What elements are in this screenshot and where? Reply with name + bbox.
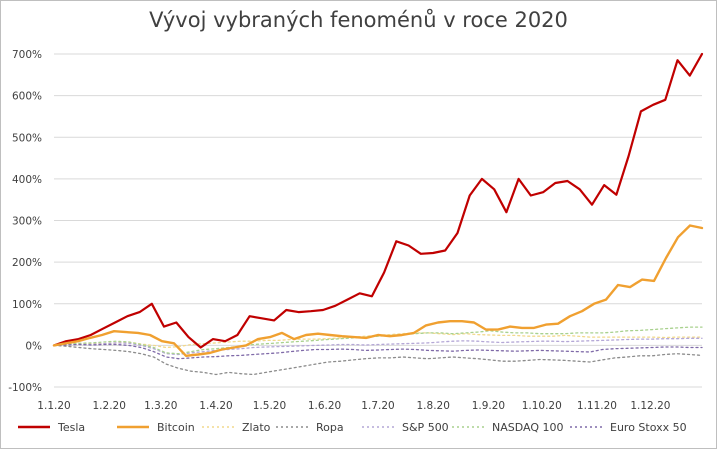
legend-label: Ropa xyxy=(316,421,344,434)
x-tick-label: 1.9.20 xyxy=(472,400,505,412)
y-tick-label: 500% xyxy=(12,132,42,144)
x-axis: 1.1.20 1.2.20 1.3.20 1.4.20 1.5.20 1.6.20 1.7.… xyxy=(37,400,670,412)
y-tick-label: 200% xyxy=(12,257,42,269)
y-tick-label: 100% xyxy=(12,299,42,311)
series-line-bitcoin xyxy=(52,224,704,357)
x-tick-label: 1.5.20 xyxy=(253,400,286,412)
legend: Tesla Bitcoin Zlato Ropa S&P 500 NASDAQ 100 Eu… xyxy=(18,421,687,434)
x-tick-label: 1.11.20 xyxy=(577,400,617,412)
legend-label: Tesla xyxy=(57,421,85,434)
y-axis: 700% 600% 500% 400% 300% 200% 100% 0% -100% xyxy=(8,49,42,394)
gridlines xyxy=(54,53,702,388)
legend-label: S&P 500 xyxy=(402,421,449,434)
series-lines xyxy=(52,52,704,376)
series-line-tesla xyxy=(52,52,704,349)
x-tick-label: 1.3.20 xyxy=(144,400,177,412)
x-tick-label: 1.8.20 xyxy=(417,400,450,412)
x-tick-label: 1.7.20 xyxy=(361,400,394,412)
chart-title: Vývoj vybraných fenoménů v roce 2020 xyxy=(149,8,568,32)
series-line-ropa xyxy=(53,344,703,376)
y-tick-label: -100% xyxy=(8,382,42,394)
y-tick-label: 300% xyxy=(12,216,42,228)
y-tick-label: 400% xyxy=(12,174,42,186)
legend-label: Zlato xyxy=(242,421,271,434)
legend-label: Bitcoin xyxy=(157,421,195,434)
legend-label: NASDAQ 100 xyxy=(492,421,564,434)
x-tick-label: 1.4.20 xyxy=(199,400,232,412)
y-tick-label: 600% xyxy=(12,91,42,103)
legend-label: Euro Stoxx 50 xyxy=(610,421,687,434)
y-tick-label: 0% xyxy=(25,340,42,352)
x-tick-label: 1.12.20 xyxy=(630,400,670,412)
x-tick-label: 1.1.20 xyxy=(37,400,70,412)
x-tick-label: 1.10.20 xyxy=(522,400,562,412)
series-line-s-p-500 xyxy=(53,337,703,356)
x-tick-label: 1.2.20 xyxy=(93,400,126,412)
series-line-euro-stoxx-50 xyxy=(53,343,703,360)
x-tick-label: 1.6.20 xyxy=(308,400,341,412)
y-tick-label: 700% xyxy=(12,49,42,61)
